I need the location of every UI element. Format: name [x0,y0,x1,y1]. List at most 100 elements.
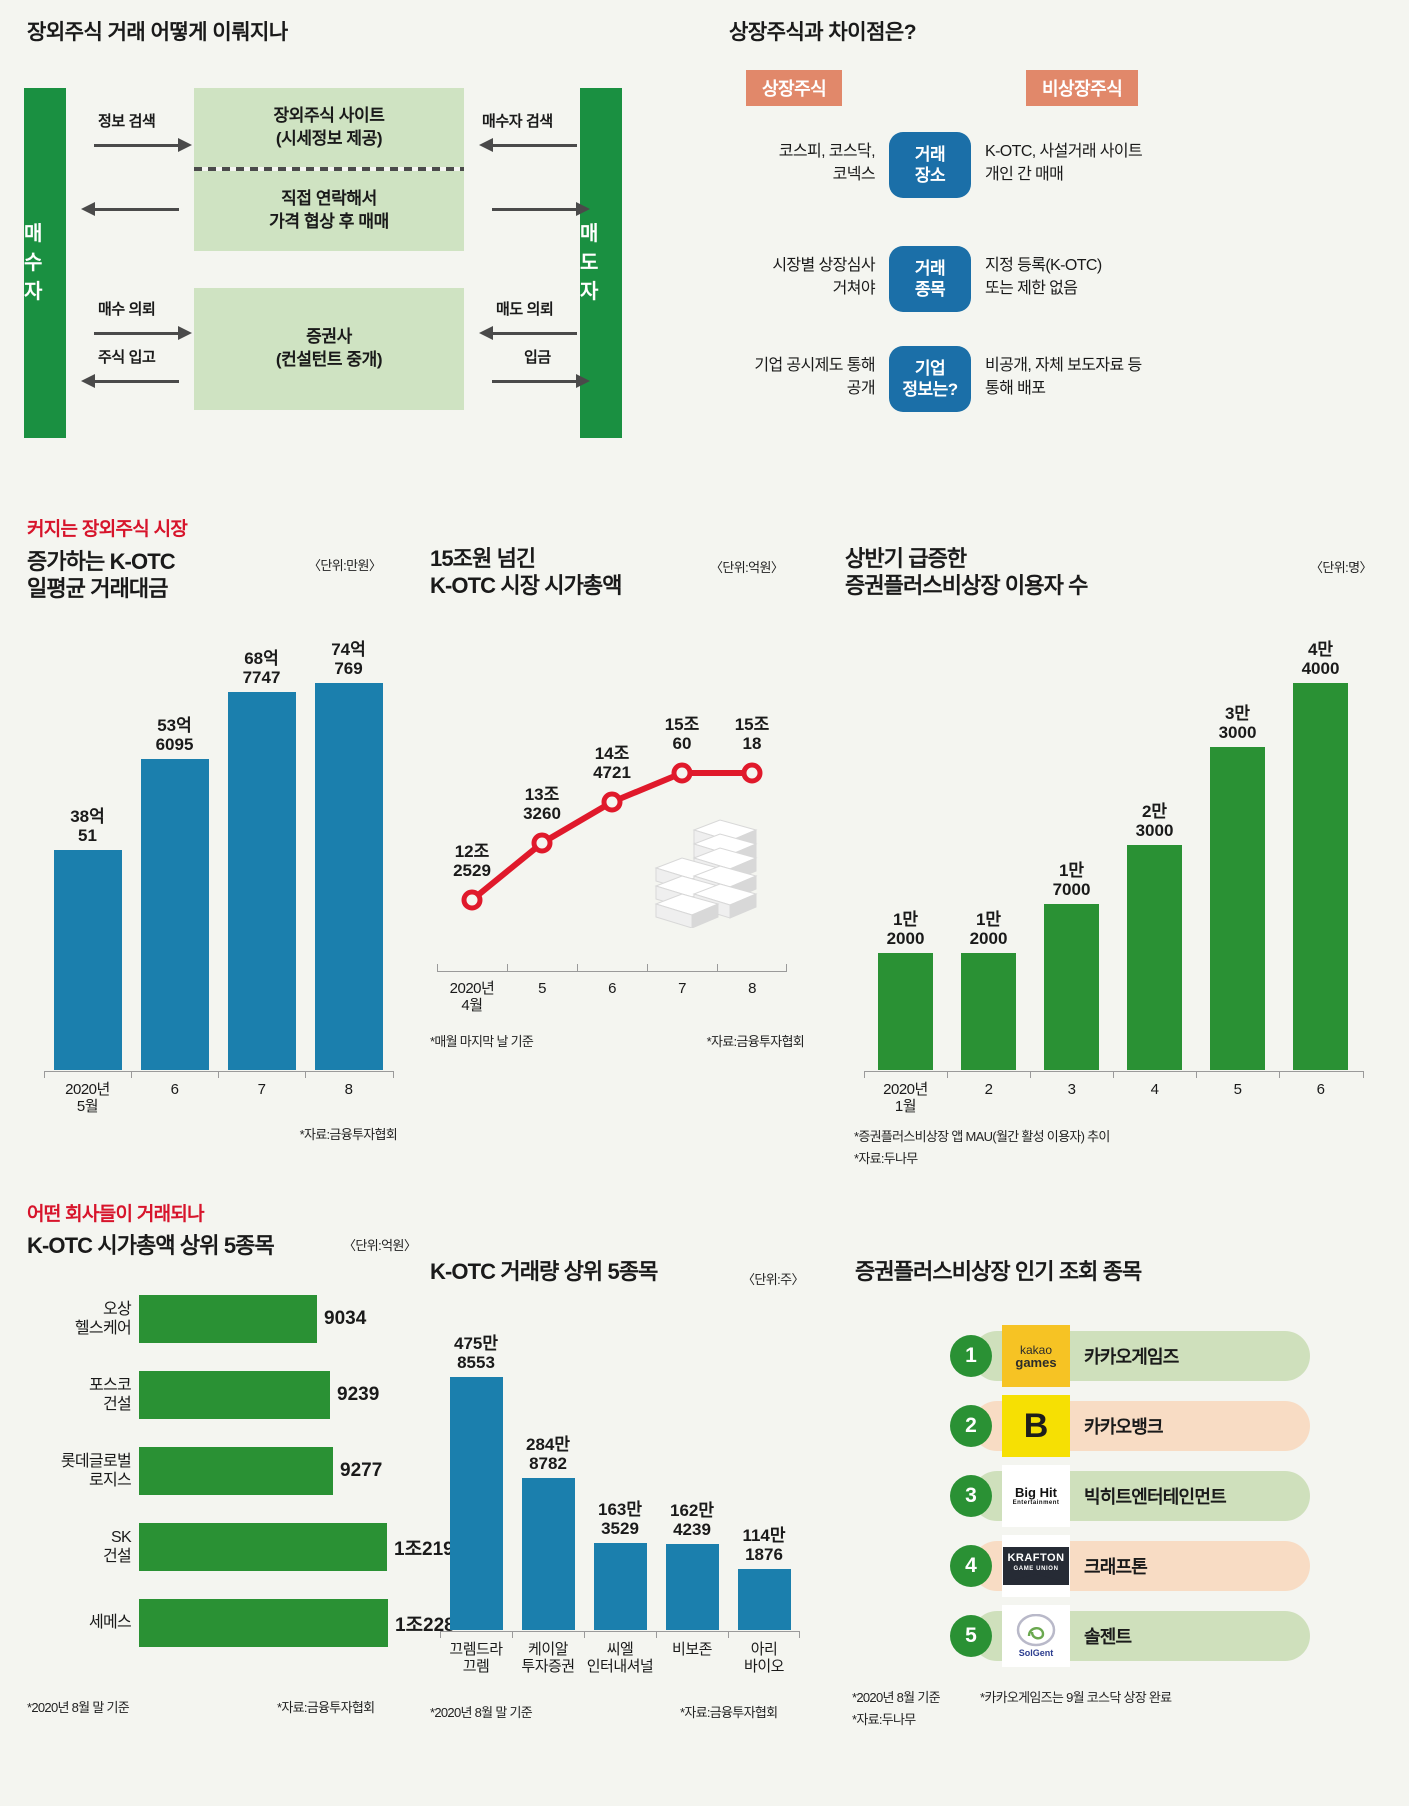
list-item[interactable]: 2 B 카카오뱅크 [950,1395,1310,1457]
bar-value-label: 4만 4000 [1301,640,1340,679]
kicker-which-companies: 어떤 회사들이 거래되나 [27,1204,205,1225]
list-item[interactable]: 5 SolGent 솔젠트 [950,1605,1310,1667]
chip-listed-stock: 상장주식 [746,70,843,106]
rank-badge: 3 [950,1475,992,1517]
x-axis-label: 8 [748,980,756,997]
bar-value-label: 163만 3529 [597,1499,642,1538]
bar [449,1377,503,1630]
list-item-label: 카카오게임즈 [1084,1347,1179,1367]
chart4-unit: 〈단위:억원〉 [343,1238,417,1253]
chart4-title: K-OTC 시가총액 상위 5종목 [27,1233,275,1258]
krafton-logo: KRAFTON GAME UNION [1002,1535,1070,1597]
listed-vs-unlisted-comparison: 상장주식 비상장주식 거래 장소 코스피, 코스닥, 코넥스 K-OTC, 사설… [700,60,1390,440]
x-axis-label: 끄렘드라 끄렘 [449,1641,503,1676]
bar-slot: 1만 2000 [864,640,947,1070]
buyer-column: 매 수 자 [24,88,66,438]
flow-section-title: 장외주식 거래 어떻게 이뤄지나 [27,21,288,44]
info-unlisted-text: 비공개, 자체 보도자료 등 통해 배포 [985,357,1142,398]
axis-tick [1363,1071,1364,1078]
pill-line1: 거래 [914,144,946,164]
hbar-value: 1조228 [395,1614,455,1636]
bar-value-label: 1만 2000 [969,909,1008,948]
chart-kotc-market-cap: 12조 2529 13조 3260 14조 4721 15조 60 15조 18… [430,650,810,1100]
bar-slot: 2만 3000 [1113,640,1196,1070]
data-point [601,791,623,813]
axis-tick [1196,1071,1197,1078]
broker-box: 증권사 (컨설턴트 중개) [194,288,464,410]
rank-badge: 2 [950,1405,992,1447]
chart4-footnote-basis: *2020년 8월 말 기준 [27,1700,130,1715]
chart2-title-line1: 15조원 넘긴 [430,546,536,571]
data-point [531,832,553,854]
list-item[interactable]: 3 Big Hit Entertainment 빅히트엔터테인먼트 [950,1465,1310,1527]
label-deposit: 입금 [524,349,551,366]
seller-label: 매 도 자 [580,222,601,303]
chart-kotc-marketcap-top5: 오상 헬스케어 9034 포스코 건설 9239 롯데글로벌 로지스 9277 … [27,1295,455,1715]
x-axis-label: 5 [538,980,546,997]
chart3-x-axis [864,1071,1364,1072]
chart2-line-series [461,762,763,911]
pill-trading-venue: 거래 장소 [889,132,971,198]
ranking-footnote-basis: *2020년 8월 기준 [852,1690,941,1705]
x-axis-label: 6 [1316,1081,1325,1098]
kakao-games-logo: kakao games [1002,1325,1070,1387]
bar-slot: 163만 3529 [584,1320,656,1630]
bar [1127,845,1182,1070]
hbar [139,1447,333,1495]
list-item[interactable]: 4 KRAFTON GAME UNION 크래프톤 [950,1535,1310,1597]
hbar-row: 포스코 건설 9239 [27,1371,379,1419]
chart3-title-line2: 증권플러스비상장 이용자 수 [845,573,1088,599]
pill-line2: 장소 [914,166,946,185]
bar-slot: 475만 8553 [440,1320,512,1630]
bar-value-label: 114만 1876 [742,1525,786,1564]
ranking-footnote-kakao: *카카오게임즈는 9월 코스닥 상장 완료 [980,1690,1172,1705]
list-item-label: 빅히트엔터테인먼트 [1084,1487,1227,1507]
label-sell-order: 매도 의뢰 [496,301,554,318]
x-axis-label: 2020년 1월 [883,1081,928,1116]
list-item-label: 크래프톤 [1084,1557,1148,1577]
bar [227,692,296,1070]
chart3-footnote-source: *자료:두나무 [854,1151,918,1166]
bar-value-label: 38억 51 [70,806,105,845]
x-axis-label: 7 [257,1081,266,1098]
bar-value-label: 162만 4239 [669,1500,714,1539]
bar-slot: 1만 7000 [1030,640,1113,1070]
data-point [671,762,693,784]
hbar-value: 9277 [340,1460,383,1481]
point-value-label: 13조 3260 [523,785,561,824]
hbar-row: 롯데글로벌 로지스 9277 [27,1447,382,1495]
arrow-stock-in [81,374,179,388]
chart1-x-axis [44,1071,394,1072]
bar-slot: 1만 2000 [947,640,1030,1070]
bar [53,850,122,1070]
list-item-label: 솔젠트 [1084,1627,1132,1647]
x-axis-label: 5 [1233,1081,1242,1098]
items-unlisted-text: 지정 등록(K-OTC) 또는 제한 없음 [985,257,1102,298]
chart5-unit: 〈단위:주〉 [742,1272,805,1287]
ranking-list: 1 kakao games 카카오게임즈 2 B 카카오뱅크 3 Big Hit… [852,1325,1390,1727]
chart2-x-axis [437,971,787,972]
axis-tick [437,964,438,971]
panel-kotc-market-cap: 15조원 넘긴 K-OTC 시장 시가총액 〈단위:억원〉 [430,545,830,600]
solgent-logo: SolGent [1002,1605,1070,1667]
chart-kotc-volume-top5: 475만 8553 284만 8782 163만 3529 162만 4239 [430,1320,820,1720]
bar [961,953,1016,1070]
axis-tick [131,1071,132,1078]
direct-deal-line2: 가격 협상 후 매매 [269,212,389,231]
direct-deal-box: 직접 연락해서 가격 협상 후 매매 [194,171,464,251]
list-item[interactable]: 1 kakao games 카카오게임즈 [950,1325,1310,1387]
chart1-title-line1: 증가하는 K-OTC [27,549,176,574]
info-listed-text: 기업 공시제도 통해 공개 [754,357,875,398]
bar [737,1569,791,1630]
arrow-direct-to-seller [492,202,590,216]
panel-popular-stocks: 증권플러스비상장 인기 조회 종목 [855,1258,1395,1285]
x-axis-label: 2020년 5월 [65,1081,110,1116]
comparison-section-title: 상장주식과 차이점은? [729,21,917,44]
x-axis-label: 3 [1067,1081,1076,1098]
chart-securities-plus-users: 1만 2000 1만 2000 1만 7000 2만 3000 [852,640,1382,1166]
label-stock-in: 주식 입고 [98,349,156,366]
axis-tick [577,964,578,971]
otc-site-box: 장외주식 사이트 (시세정보 제공) [194,88,464,167]
hbar-value: 9239 [337,1384,380,1405]
label-info-search: 정보 검색 [98,113,156,130]
